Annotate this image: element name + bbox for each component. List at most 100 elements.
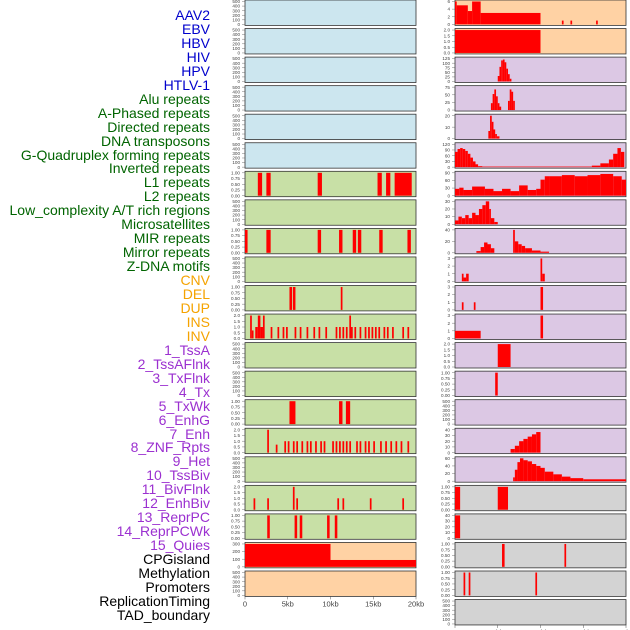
signal-bar — [536, 188, 541, 196]
y-tick-label: 100 — [232, 474, 240, 479]
signal-bar — [266, 172, 271, 196]
y-tick-label: 100 — [232, 46, 240, 51]
track-panel-background — [454, 342, 627, 369]
signal-bar — [521, 245, 526, 253]
track-label: 10_TssBiv — [146, 467, 210, 484]
signal-bar — [251, 330, 254, 339]
y-tick-label: 0 — [447, 22, 450, 27]
track-label: HTLV-1 — [163, 76, 210, 93]
y-tick-label: 125 — [442, 56, 450, 61]
signal-bar — [497, 486, 509, 510]
signal-bar — [296, 441, 299, 453]
y-tick-label: 500 — [232, 28, 240, 33]
signal-bar — [531, 250, 541, 253]
track-panel-background — [244, 227, 417, 255]
track-label: Directed repeats — [107, 118, 210, 135]
y-tick-label: 6 — [447, 0, 450, 4]
signal-bar — [509, 89, 512, 111]
signal-bar — [508, 100, 510, 111]
y-tick-label: 0.5 — [234, 330, 241, 335]
x-tick-label: 0 — [243, 599, 247, 608]
y-tick-label: 0.0 — [444, 365, 451, 370]
signal-bar — [345, 401, 351, 425]
y-tick-label: 0.75 — [441, 576, 450, 581]
y-tick-label: 120 — [442, 142, 450, 147]
y-tick-label: 0 — [237, 593, 240, 598]
y-tick-label: 100 — [232, 557, 240, 562]
track-labels: AAV2 EBV HBV HIV HPV HTLV-1 Alu repeats A-Phase… — [0, 0, 211, 630]
track-label: AAV2 — [175, 7, 210, 23]
signal-bar — [407, 327, 410, 339]
y-tick-label: 500 — [232, 0, 240, 4]
y-tick-label: 200 — [232, 470, 240, 475]
signal-bar — [535, 572, 538, 596]
signal-bar — [306, 441, 309, 453]
y-tick-label: 0 — [237, 393, 240, 398]
y-tick-label: 200 — [232, 549, 240, 554]
signal-bar — [323, 441, 326, 453]
y-tick-label: 500 — [232, 256, 240, 261]
y-tick-label: 30 — [445, 199, 451, 204]
track-label: 11_BivFlnk — [141, 481, 210, 498]
signal-bar — [465, 150, 468, 168]
signal-bar — [570, 20, 573, 25]
track-label: A-Phased repeats — [97, 104, 210, 121]
signal-bar — [513, 100, 515, 111]
signal-bar — [317, 229, 322, 253]
track-label: 12_EnhBiv — [142, 495, 210, 512]
signal-bar — [544, 471, 554, 482]
y-tick-label: 1.00 — [441, 484, 450, 489]
track-panel-background — [244, 342, 417, 369]
y-tick-label: 100 — [232, 389, 240, 394]
y-tick-label: 4 — [447, 7, 450, 12]
track-label: CNV — [180, 272, 210, 289]
y-tick-label: 1.00 — [231, 399, 240, 404]
signal-bar — [466, 273, 469, 282]
y-tick-label: 75 — [445, 65, 451, 70]
signal-bar — [621, 179, 626, 196]
y-tick-label: 0.5 — [444, 45, 451, 50]
signal-bar — [596, 20, 598, 25]
signal-bar — [359, 327, 362, 339]
signal-bar — [523, 438, 528, 453]
y-tick-label: 0.75 — [441, 490, 450, 495]
y-tick-label: 100 — [442, 417, 450, 422]
signal-bar — [292, 441, 295, 453]
signal-bar — [478, 166, 483, 168]
signal-bar — [583, 479, 626, 482]
y-tick-label: 2.0 — [234, 313, 241, 318]
y-tick-label: 400 — [232, 118, 240, 123]
y-tick-label: 400 — [232, 460, 240, 465]
track-panel-background — [244, 285, 417, 312]
track-panel-background — [244, 570, 417, 597]
y-tick-label: 3 — [447, 313, 450, 318]
y-tick-label: 0 — [447, 536, 450, 541]
track-label: 14_ReprPCWk — [116, 523, 210, 540]
signal-bar — [456, 5, 468, 25]
signal-bar — [472, 161, 476, 168]
signal-bar — [292, 287, 296, 310]
y-tick-label: 500 — [232, 570, 240, 575]
y-tick-label: 30 — [445, 519, 451, 524]
y-tick-label: 0.0 — [444, 51, 451, 56]
signal-bar — [351, 327, 353, 339]
track-label: ReplicationTiming — [99, 592, 210, 609]
y-tick-label: 0 — [237, 564, 240, 569]
signal-bar — [339, 229, 343, 253]
y-tick-label: 2 — [447, 264, 450, 269]
track-panel-background — [454, 513, 627, 540]
signal-bar — [245, 543, 331, 567]
track-panel-background — [244, 0, 417, 26]
y-tick-label: 300 — [232, 579, 240, 584]
y-tick-label: 0.00 — [441, 507, 450, 512]
y-tick-label: 0.50 — [441, 382, 450, 387]
y-tick-label: 200 — [442, 612, 450, 617]
signal-bar — [502, 188, 511, 196]
signal-bar — [480, 12, 541, 25]
signal-bar — [542, 273, 545, 282]
y-tick-label: 0.75 — [231, 290, 240, 295]
y-tick-label: 0.0 — [234, 450, 241, 455]
signal-bar — [509, 78, 512, 82]
y-tick-label: 40 — [445, 464, 451, 469]
signal-bar — [600, 163, 609, 168]
